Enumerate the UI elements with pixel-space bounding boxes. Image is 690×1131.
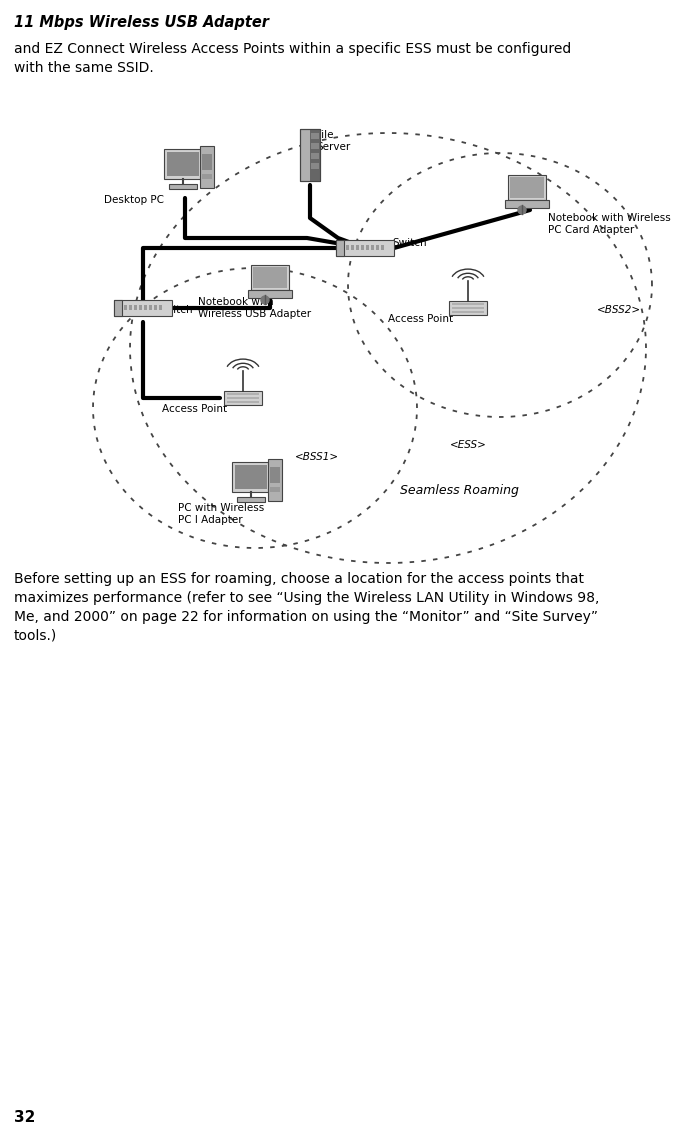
FancyBboxPatch shape <box>164 149 202 179</box>
FancyBboxPatch shape <box>311 143 319 149</box>
FancyBboxPatch shape <box>144 305 147 310</box>
FancyBboxPatch shape <box>139 305 142 310</box>
FancyBboxPatch shape <box>202 174 212 179</box>
FancyBboxPatch shape <box>505 200 549 208</box>
FancyBboxPatch shape <box>376 245 379 250</box>
FancyBboxPatch shape <box>311 163 319 169</box>
FancyBboxPatch shape <box>227 392 259 395</box>
FancyBboxPatch shape <box>167 152 199 176</box>
FancyBboxPatch shape <box>134 305 137 310</box>
FancyBboxPatch shape <box>129 305 132 310</box>
FancyBboxPatch shape <box>268 459 282 501</box>
Text: PC with Wireless
PC I Adapter: PC with Wireless PC I Adapter <box>178 503 264 525</box>
FancyBboxPatch shape <box>381 245 384 250</box>
FancyBboxPatch shape <box>154 305 157 310</box>
FancyBboxPatch shape <box>227 397 259 399</box>
FancyBboxPatch shape <box>169 184 197 189</box>
FancyBboxPatch shape <box>361 245 364 250</box>
Circle shape <box>518 206 526 214</box>
Text: Notebook with
Wireless USB Adapter: Notebook with Wireless USB Adapter <box>198 297 311 319</box>
FancyBboxPatch shape <box>237 497 265 502</box>
FancyBboxPatch shape <box>270 467 280 483</box>
FancyBboxPatch shape <box>270 487 280 492</box>
Text: Access Point: Access Point <box>162 404 227 414</box>
FancyBboxPatch shape <box>248 290 292 297</box>
FancyBboxPatch shape <box>510 176 544 198</box>
FancyBboxPatch shape <box>336 240 344 256</box>
FancyBboxPatch shape <box>336 240 394 256</box>
FancyBboxPatch shape <box>371 245 374 250</box>
FancyBboxPatch shape <box>235 465 267 489</box>
FancyBboxPatch shape <box>227 402 259 403</box>
Text: 11 Mbps Wireless USB Adapter: 11 Mbps Wireless USB Adapter <box>14 15 269 31</box>
FancyBboxPatch shape <box>159 305 162 310</box>
Text: Access Point: Access Point <box>388 314 453 323</box>
FancyBboxPatch shape <box>452 307 484 309</box>
Text: Desktop PC: Desktop PC <box>104 195 164 205</box>
FancyBboxPatch shape <box>251 265 289 290</box>
FancyBboxPatch shape <box>114 300 122 316</box>
FancyBboxPatch shape <box>149 305 152 310</box>
Text: File
Server: File Server <box>316 130 351 152</box>
FancyBboxPatch shape <box>300 129 320 181</box>
Text: Before setting up an ESS for roaming, choose a location for the access points th: Before setting up an ESS for roaming, ch… <box>14 572 600 642</box>
FancyBboxPatch shape <box>356 245 359 250</box>
Text: Notebook with Wireless
PC Card Adapter: Notebook with Wireless PC Card Adapter <box>548 213 671 234</box>
FancyBboxPatch shape <box>224 391 262 405</box>
FancyBboxPatch shape <box>341 245 344 250</box>
FancyBboxPatch shape <box>311 153 319 159</box>
FancyBboxPatch shape <box>351 245 354 250</box>
Text: Switch: Switch <box>392 238 426 248</box>
Text: <BSS1>: <BSS1> <box>295 452 339 461</box>
FancyBboxPatch shape <box>452 311 484 313</box>
Text: 32: 32 <box>14 1110 35 1125</box>
FancyBboxPatch shape <box>508 175 546 200</box>
FancyBboxPatch shape <box>366 245 369 250</box>
FancyBboxPatch shape <box>449 301 487 316</box>
FancyBboxPatch shape <box>346 245 349 250</box>
Circle shape <box>261 296 269 304</box>
Text: Seamless Roaming: Seamless Roaming <box>400 484 519 497</box>
Text: and EZ Connect Wireless Access Points within a specific ESS must be configured
w: and EZ Connect Wireless Access Points wi… <box>14 42 571 75</box>
Text: <ESS>: <ESS> <box>450 440 487 450</box>
FancyBboxPatch shape <box>253 267 287 288</box>
FancyBboxPatch shape <box>202 154 212 170</box>
FancyBboxPatch shape <box>200 146 214 188</box>
FancyBboxPatch shape <box>452 303 484 305</box>
FancyBboxPatch shape <box>124 305 127 310</box>
FancyBboxPatch shape <box>232 461 270 492</box>
Text: Switch: Switch <box>158 305 193 316</box>
Text: <BSS2>: <BSS2> <box>597 305 641 316</box>
FancyBboxPatch shape <box>114 300 172 316</box>
FancyBboxPatch shape <box>311 133 319 139</box>
FancyBboxPatch shape <box>310 129 320 181</box>
FancyBboxPatch shape <box>119 305 122 310</box>
